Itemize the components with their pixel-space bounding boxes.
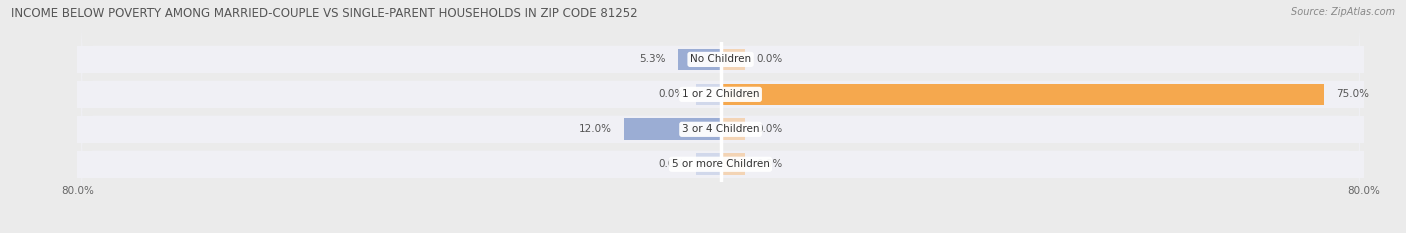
Text: 5 or more Children: 5 or more Children: [672, 159, 769, 169]
Bar: [77, 81, 1364, 108]
Bar: [721, 153, 745, 175]
Bar: [721, 118, 745, 140]
Text: 5.3%: 5.3%: [640, 55, 666, 64]
Text: No Children: No Children: [690, 55, 751, 64]
Text: 0.0%: 0.0%: [756, 159, 783, 169]
Text: 0.0%: 0.0%: [658, 159, 685, 169]
FancyBboxPatch shape: [82, 56, 1360, 133]
Text: 3 or 4 Children: 3 or 4 Children: [682, 124, 759, 134]
Text: 75.0%: 75.0%: [1336, 89, 1368, 99]
FancyBboxPatch shape: [82, 21, 1360, 98]
Bar: [77, 46, 1364, 73]
FancyBboxPatch shape: [82, 125, 1360, 203]
Text: 0.0%: 0.0%: [756, 55, 783, 64]
Text: 0.0%: 0.0%: [756, 124, 783, 134]
Bar: [77, 116, 1364, 143]
Bar: [624, 118, 721, 140]
Text: 12.0%: 12.0%: [579, 124, 612, 134]
Bar: [721, 49, 745, 70]
Bar: [678, 49, 721, 70]
Text: 0.0%: 0.0%: [658, 89, 685, 99]
Bar: [77, 151, 1364, 178]
Text: 1 or 2 Children: 1 or 2 Children: [682, 89, 759, 99]
FancyBboxPatch shape: [82, 90, 1360, 168]
Bar: [696, 83, 721, 105]
Bar: [721, 83, 1323, 105]
Text: INCOME BELOW POVERTY AMONG MARRIED-COUPLE VS SINGLE-PARENT HOUSEHOLDS IN ZIP COD: INCOME BELOW POVERTY AMONG MARRIED-COUPL…: [11, 7, 638, 20]
Bar: [696, 153, 721, 175]
Text: Source: ZipAtlas.com: Source: ZipAtlas.com: [1291, 7, 1395, 17]
